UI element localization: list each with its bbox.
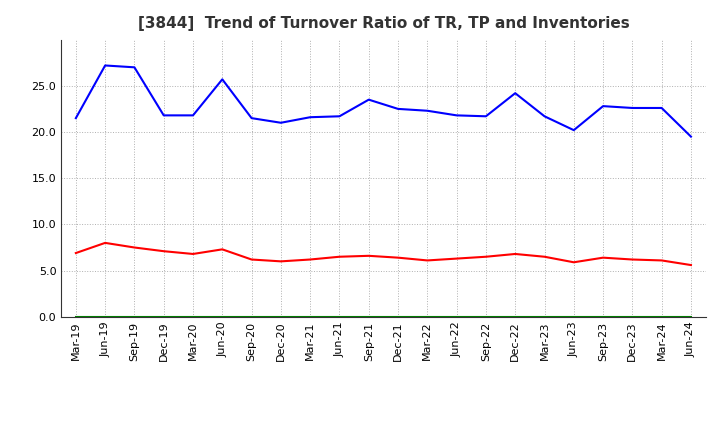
Inventories (101, 314, 109, 319)
Trade Receivables (101, 240, 109, 246)
Trade Receivables (335, 254, 343, 259)
Trade Receivables (364, 253, 373, 258)
Inventories (335, 314, 343, 319)
Inventories (657, 314, 666, 319)
Inventories (130, 314, 139, 319)
Trade Receivables (657, 258, 666, 263)
Trade Payables (570, 128, 578, 133)
Trade Payables (159, 113, 168, 118)
Inventories (276, 314, 285, 319)
Trade Receivables (159, 249, 168, 254)
Trade Receivables (511, 251, 520, 257)
Inventories (189, 314, 197, 319)
Trade Payables (335, 114, 343, 119)
Inventories (570, 314, 578, 319)
Inventories (306, 314, 315, 319)
Trade Payables (687, 134, 696, 139)
Trade Receivables (130, 245, 139, 250)
Line: Trade Payables: Trade Payables (76, 66, 691, 136)
Trade Receivables (276, 259, 285, 264)
Inventories (423, 314, 432, 319)
Inventories (482, 314, 490, 319)
Trade Receivables (452, 256, 461, 261)
Inventories (218, 314, 227, 319)
Inventories (628, 314, 636, 319)
Inventories (687, 314, 696, 319)
Trade Payables (189, 113, 197, 118)
Title: [3844]  Trend of Turnover Ratio of TR, TP and Inventories: [3844] Trend of Turnover Ratio of TR, TP… (138, 16, 629, 32)
Trade Payables (540, 114, 549, 119)
Trade Receivables (394, 255, 402, 260)
Trade Payables (394, 106, 402, 111)
Inventories (71, 314, 80, 319)
Trade Receivables (482, 254, 490, 259)
Trade Receivables (599, 255, 608, 260)
Trade Receivables (218, 247, 227, 252)
Inventories (247, 314, 256, 319)
Trade Payables (423, 108, 432, 114)
Trade Payables (364, 97, 373, 102)
Trade Payables (452, 113, 461, 118)
Trade Receivables (189, 251, 197, 257)
Trade Payables (628, 105, 636, 110)
Trade Payables (101, 63, 109, 68)
Trade Receivables (570, 260, 578, 265)
Trade Payables (276, 120, 285, 125)
Trade Receivables (71, 250, 80, 256)
Trade Payables (71, 115, 80, 121)
Trade Payables (482, 114, 490, 119)
Trade Receivables (423, 258, 432, 263)
Trade Receivables (687, 262, 696, 268)
Trade Payables (657, 105, 666, 110)
Inventories (364, 314, 373, 319)
Trade Payables (218, 77, 227, 82)
Trade Receivables (247, 257, 256, 262)
Trade Receivables (306, 257, 315, 262)
Trade Payables (130, 65, 139, 70)
Trade Payables (511, 91, 520, 96)
Inventories (540, 314, 549, 319)
Inventories (511, 314, 520, 319)
Inventories (452, 314, 461, 319)
Trade Payables (306, 114, 315, 120)
Trade Receivables (540, 254, 549, 259)
Trade Payables (247, 115, 256, 121)
Inventories (599, 314, 608, 319)
Trade Receivables (628, 257, 636, 262)
Inventories (394, 314, 402, 319)
Inventories (159, 314, 168, 319)
Trade Payables (599, 103, 608, 109)
Line: Trade Receivables: Trade Receivables (76, 243, 691, 265)
